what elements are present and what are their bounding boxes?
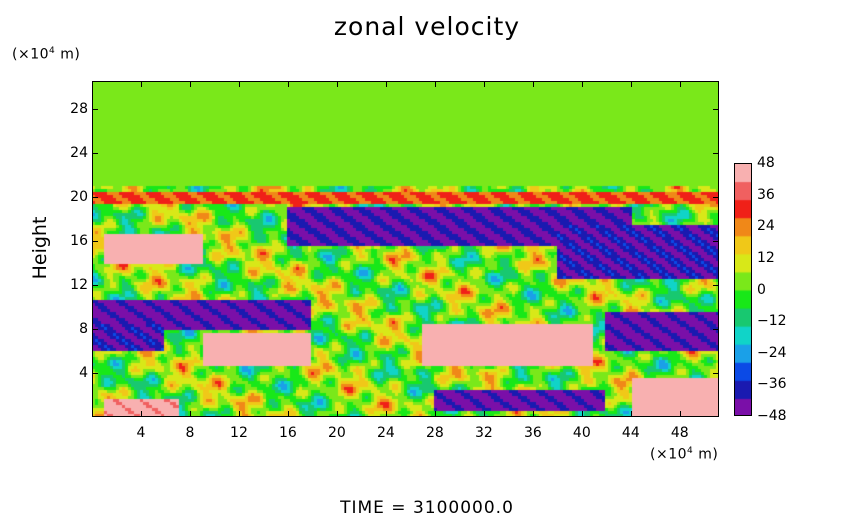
x-tick-mark xyxy=(434,81,436,87)
x-tick-mark xyxy=(434,411,436,417)
x-tick-label: 28 xyxy=(425,425,444,441)
x-tick-label: 32 xyxy=(474,425,493,441)
x-tick-mark xyxy=(336,411,338,417)
colorbar-tick-label: −24 xyxy=(757,344,787,361)
y-axis-unit: (×104 m) xyxy=(12,46,80,63)
x-tick-label: 12 xyxy=(230,425,248,441)
x-tick-mark xyxy=(581,81,583,87)
x-tick-mark xyxy=(189,81,191,87)
y-tick-mark xyxy=(713,284,719,286)
y-tick-label: 28 xyxy=(70,100,88,117)
y-tick-label: 24 xyxy=(70,144,88,161)
x-tick-mark xyxy=(189,411,191,417)
colorbar-tick-label: 12 xyxy=(757,249,775,266)
x-tick-mark xyxy=(238,81,240,87)
x-tick-mark xyxy=(385,81,387,87)
x-tick-label: 36 xyxy=(523,425,542,441)
y-tick-label: 12 xyxy=(70,276,88,293)
y-tick-mark xyxy=(92,372,98,374)
y-tick-mark xyxy=(713,196,719,198)
x-tick-mark xyxy=(630,411,632,417)
x-tick-mark xyxy=(385,411,387,417)
y-axis-label: Height xyxy=(29,216,51,280)
colorbar-tick-label: 36 xyxy=(757,186,775,203)
colorbar-tick-label: 24 xyxy=(757,218,775,235)
x-tick-mark xyxy=(483,411,485,417)
y-unit-exponent: 4 xyxy=(49,46,56,56)
colorbar-tick-label: 48 xyxy=(757,155,775,171)
x-tick-mark xyxy=(140,81,142,87)
y-tick-mark xyxy=(92,240,98,242)
x-tick-label: 16 xyxy=(279,425,297,441)
y-tick-mark xyxy=(92,196,98,198)
heatmap-plot xyxy=(92,81,719,417)
colorbar-tick-label: −48 xyxy=(757,408,787,424)
y-tick-mark xyxy=(713,328,719,330)
x-unit-exponent: 4 xyxy=(687,446,694,456)
x-tick-mark xyxy=(532,411,534,417)
x-tick-mark xyxy=(238,411,240,417)
x-unit-prefix: (×10 xyxy=(650,446,688,463)
x-tick-mark xyxy=(679,81,681,87)
y-unit-suffix: m) xyxy=(55,46,81,63)
x-tick-label: 44 xyxy=(621,425,640,441)
time-label: TIME = 3100000.0 xyxy=(340,498,514,518)
x-unit-suffix: m) xyxy=(693,446,719,463)
y-tick-mark xyxy=(92,328,98,330)
x-tick-label: 20 xyxy=(328,425,346,441)
x-tick-mark xyxy=(287,411,289,417)
y-tick-label: 16 xyxy=(70,232,88,249)
y-tick-mark xyxy=(713,108,719,110)
y-tick-label: 8 xyxy=(79,320,88,337)
x-tick-label: 40 xyxy=(572,425,591,441)
x-tick-label: 8 xyxy=(185,425,195,441)
y-tick-mark xyxy=(713,372,719,374)
y-tick-mark xyxy=(92,284,98,286)
x-tick-mark xyxy=(483,81,485,87)
colorbar-tick-label: −36 xyxy=(757,376,787,393)
x-tick-mark xyxy=(581,411,583,417)
y-tick-mark xyxy=(92,152,98,154)
y-tick-mark xyxy=(713,152,719,154)
x-tick-label: 4 xyxy=(136,425,146,441)
colorbar-tick-label: 0 xyxy=(757,281,766,298)
x-tick-mark xyxy=(336,81,338,87)
x-axis-unit: (×104 m) xyxy=(650,446,718,463)
y-tick-mark xyxy=(713,240,719,242)
x-tick-label: 48 xyxy=(670,425,689,441)
y-tick-label: 20 xyxy=(70,188,88,205)
x-tick-mark xyxy=(532,81,534,87)
x-tick-mark xyxy=(287,81,289,87)
x-tick-mark xyxy=(140,411,142,417)
colorbar xyxy=(734,163,752,416)
x-tick-mark xyxy=(679,411,681,417)
y-tick-mark xyxy=(92,108,98,110)
x-tick-label: 24 xyxy=(376,425,395,441)
chart-title: zonal velocity xyxy=(333,12,521,41)
colorbar-tick-label: −12 xyxy=(757,313,787,330)
y-unit-prefix: (×10 xyxy=(12,46,50,63)
y-tick-label: 4 xyxy=(79,364,88,381)
x-tick-mark xyxy=(630,81,632,87)
